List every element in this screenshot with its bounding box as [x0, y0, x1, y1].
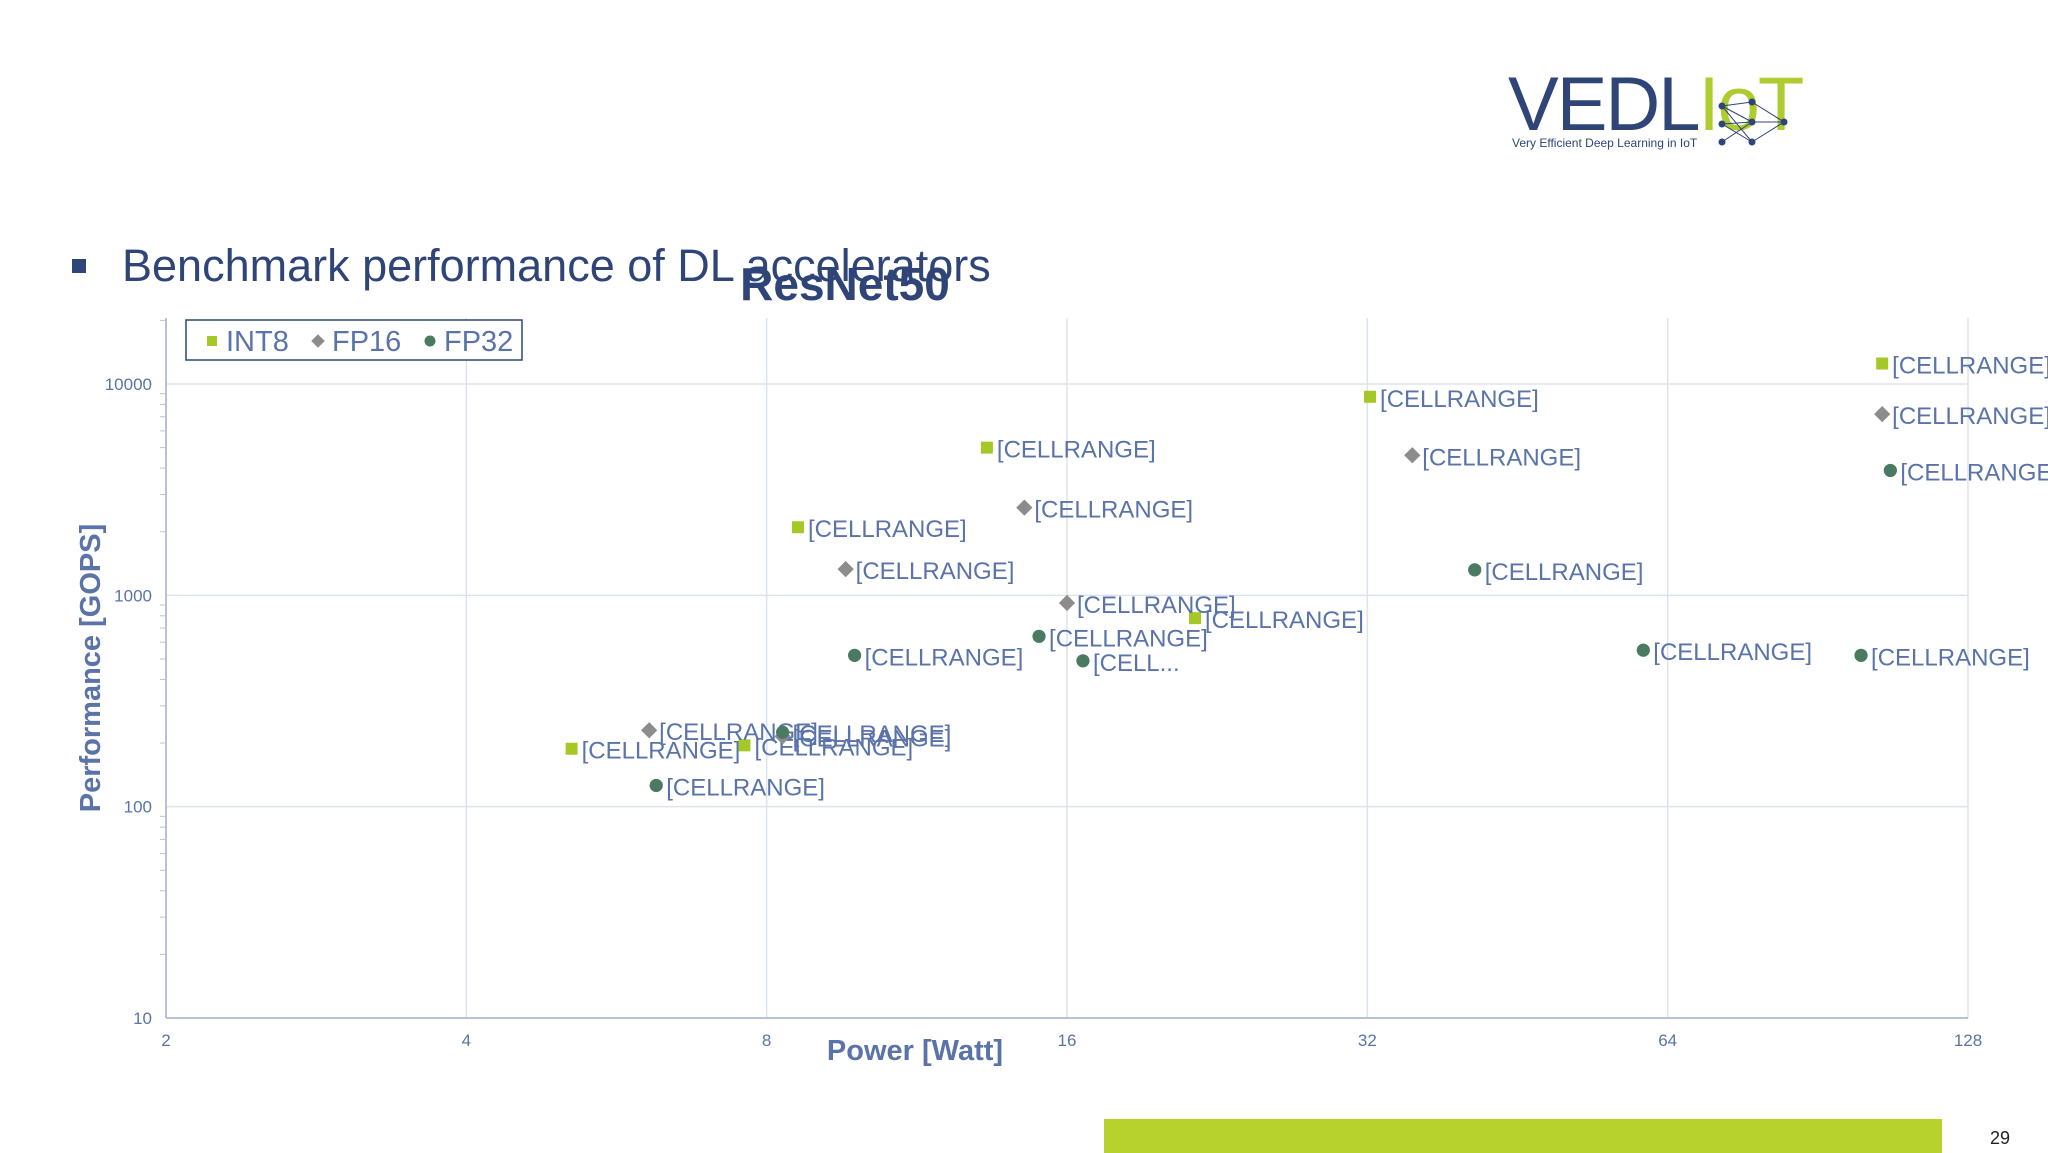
x-tick-label: 32 [1358, 1031, 1377, 1050]
data-label: [CELLRANGE] [659, 719, 818, 746]
data-point-fp32 [1636, 643, 1650, 657]
legend-marker-fp16 [311, 334, 325, 348]
data-point-fp16 [1404, 447, 1421, 464]
data-label: [CELLRANGE] [1653, 639, 1812, 666]
data-label: [CELLRANGE] [1077, 592, 1236, 619]
data-label: [CELLRANGE] [1422, 444, 1581, 471]
bullet-marker [72, 259, 86, 273]
data-label: [CELLRANGE] [1892, 403, 2048, 430]
data-point-fp32 [1468, 563, 1482, 577]
x-tick-label: 2 [161, 1031, 170, 1050]
footer-accent-bar [1104, 1119, 1942, 1153]
y-axis-title: Performance [GOPS] [75, 524, 107, 812]
data-point-int8 [738, 739, 751, 752]
data-point-int8 [565, 742, 578, 755]
data-point-int8 [1189, 612, 1202, 625]
logo-tagline: Very Efficient Deep Learning in IoT [1512, 136, 1698, 150]
x-tick-label: 4 [462, 1031, 471, 1050]
data-point-fp32 [1032, 629, 1046, 643]
legend-label-int8: INT8 [226, 326, 289, 358]
x-tick-label: 64 [1658, 1031, 1677, 1050]
data-point-int8 [980, 441, 993, 454]
page-number: 29 [1990, 1128, 2011, 1148]
data-label: [CELL... [1093, 650, 1180, 677]
data-label: [CELLRANGE] [1485, 559, 1644, 586]
x-axis-title: Power [Watt] [827, 1035, 1003, 1067]
legend-box [185, 319, 523, 361]
legend-marker-fp32 [424, 335, 436, 347]
y-tick-label: 1000 [114, 586, 152, 605]
bullet-text: Benchmark performance of DL accelerators [122, 240, 991, 291]
legend-label-fp16: FP16 [332, 326, 401, 358]
x-tick-label: 8 [762, 1031, 771, 1050]
data-point-fp16 [1016, 499, 1033, 516]
data-point-fp32 [1076, 654, 1090, 668]
data-point-fp16 [641, 722, 658, 739]
data-label: [CELLRANGE] [1049, 625, 1208, 652]
data-label: [CELLRANGE] [666, 774, 825, 801]
data-point-fp32 [1854, 648, 1868, 662]
bullet-item: Benchmark performance of DL accelerators [72, 236, 991, 296]
data-point-fp16 [837, 561, 854, 578]
neural-network-icon [1718, 98, 1788, 146]
data-label: [CELLRANGE] [997, 437, 1156, 464]
y-tick-label: 10 [133, 1009, 152, 1028]
data-label: [CELLRANGE] [793, 725, 952, 752]
chart-title: ResNet50 [740, 258, 950, 310]
data-label: [CELLRANGE] [1892, 353, 2048, 380]
x-tick-label: 16 [1058, 1031, 1077, 1050]
data-point-int8 [792, 521, 805, 534]
data-point-fp32 [776, 725, 790, 739]
data-point-fp32 [649, 778, 663, 793]
data-point-int8 [1364, 390, 1377, 403]
data-label: [CELLRANGE] [865, 644, 1024, 671]
data-label: [CELLRANGE] [793, 721, 952, 748]
data-label: [CELLRANGE] [1900, 459, 2048, 486]
legend-label-fp32: FP32 [444, 326, 513, 358]
data-label: [CELLRANGE] [1380, 386, 1539, 413]
y-tick-label: 10000 [105, 375, 152, 394]
x-tick-label: 128 [1954, 1031, 1982, 1050]
data-label: [CELLRANGE] [1871, 644, 2030, 671]
data-point-fp16 [1058, 594, 1076, 612]
y-tick-label: 100 [124, 798, 152, 817]
data-label: [CELLRANGE] [1034, 497, 1193, 524]
data-point-fp32 [847, 648, 862, 662]
logo-brand-main: VEDL [1508, 62, 1701, 147]
data-point-int8 [1876, 357, 1889, 370]
data-label: [CELLRANGE] [856, 558, 1015, 585]
data-point-fp32 [1883, 463, 1897, 478]
data-label: [CELLRANGE] [582, 738, 741, 765]
data-label: [CELLRANGE] [808, 516, 967, 543]
vedliot-logo: VEDLIoT Very Efficient Deep Learning in … [1500, 60, 1820, 160]
legend-marker-int8 [207, 336, 217, 346]
data-point-fp16 [1874, 406, 1891, 423]
data-label: [CELLRANGE] [1205, 607, 1364, 634]
